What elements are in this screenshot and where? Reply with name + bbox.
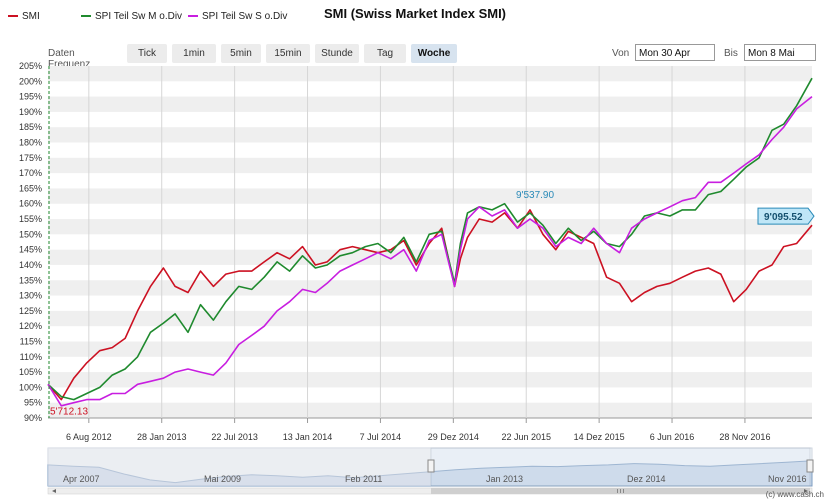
chart-title: SMI (Swiss Market Index SMI): [323, 6, 507, 21]
navigator-label: Nov 2016: [768, 474, 807, 484]
y-tick-label: 150%: [19, 229, 42, 239]
grid-band: [48, 372, 812, 388]
frequency-label: Daten Frequenz: [48, 48, 91, 70]
frequency-15min-button[interactable]: 15min: [266, 44, 310, 63]
grid-band: [48, 157, 812, 174]
navigator-label: Dez 2014: [627, 474, 666, 484]
y-tick-label: 200%: [19, 76, 42, 86]
series-line-2[interactable]: [47, 95, 813, 407]
series-line-1[interactable]: [47, 77, 813, 401]
legend-item-smi[interactable]: SMI: [8, 11, 40, 22]
grid-band: [48, 96, 812, 112]
legend-swatch-spi-s: [188, 15, 198, 18]
y-tick-label: 95%: [24, 398, 42, 408]
range-from-input[interactable]: Mon 30 Apr 2012: [635, 44, 715, 76]
x-tick-label: 7 Jul 2014: [360, 432, 402, 442]
y-tick-label: 195%: [19, 92, 42, 102]
frequency-5min-button[interactable]: 5min: [221, 44, 261, 63]
navigator-label: Apr 2007: [63, 474, 100, 484]
navigator-selection[interactable]: [430, 447, 811, 487]
frequency-tag-button[interactable]: Tag: [364, 44, 406, 63]
navigator-mask: [48, 448, 431, 486]
y-tick-label: 140%: [19, 260, 42, 270]
y-tick-label: 170%: [19, 168, 42, 178]
copyright-footer: (c) www.cash.ch: [765, 490, 824, 499]
frequency-woche-button[interactable]: Woche: [411, 44, 457, 63]
scrollbar-grip-icon: [617, 489, 624, 493]
x-tick-label: 6 Aug 2012: [66, 432, 112, 442]
scroll-left-icon[interactable]: [52, 489, 56, 493]
y-tick-label: 160%: [19, 199, 42, 209]
navigator-scrollbar-track[interactable]: [47, 487, 813, 495]
grid-band: [48, 66, 812, 82]
y-tick-label: 145%: [19, 245, 42, 255]
last-value-tooltip: 9'095.52: [757, 207, 815, 225]
y-tick-label: 185%: [19, 122, 42, 132]
legend-item-spi-s[interactable]: SPI Teil Sw S o.Div: [188, 11, 287, 22]
y-tick-label: 90%: [24, 413, 42, 423]
grid-band: [48, 249, 812, 265]
legend-label-spi-m: SPI Teil Sw M o.Div: [95, 11, 183, 22]
y-tick-label: 155%: [19, 214, 42, 224]
x-tick-label: 14 Dez 2015: [574, 432, 625, 442]
high-value-label: 9'537.90: [516, 190, 554, 201]
legend-swatch-smi: [8, 15, 18, 18]
x-tick-label: 28 Jan 2013: [137, 432, 187, 442]
grid-band: [48, 127, 812, 143]
range-from-label: Von: [612, 48, 630, 59]
grid-band: [48, 310, 812, 327]
series-line-0[interactable]: [47, 209, 813, 401]
x-tick-label: 22 Jul 2013: [211, 432, 258, 442]
y-tick-label: 180%: [19, 138, 42, 148]
frequency-stunde-button[interactable]: Stunde: [315, 44, 359, 63]
y-tick-label: 175%: [19, 153, 42, 163]
scroll-right-icon[interactable]: [804, 489, 808, 493]
y-tick-label: 115%: [20, 336, 42, 346]
legend-label-smi: SMI: [22, 11, 40, 22]
navigator-handle-right[interactable]: [806, 459, 814, 473]
frequency-tick-button[interactable]: Tick: [127, 44, 167, 63]
legend-item-spi-m[interactable]: SPI Teil Sw M o.Div: [81, 11, 182, 22]
x-tick-label: 6 Jun 2016: [650, 432, 695, 442]
y-tick-label: 100%: [19, 382, 42, 392]
grid-band: [48, 219, 812, 235]
y-tick-label: 110%: [20, 352, 42, 362]
navigator-label: Jan 2013: [486, 474, 523, 484]
frequency-1min-button[interactable]: 1min: [172, 44, 216, 63]
navigator[interactable]: Apr 2007 Mai 2009 Feb 2011 Jan 2013 Dez 2014…: [47, 447, 814, 495]
last-value-label: 9'095.52: [764, 212, 803, 223]
y-tick-label: 165%: [19, 183, 42, 193]
x-tick-label: 22 Jun 2015: [501, 432, 551, 442]
y-tick-label: 120%: [19, 321, 42, 331]
navigator-handle-left[interactable]: [427, 459, 435, 473]
x-tick-label: 28 Nov 2016: [719, 432, 770, 442]
navigator-label: Mai 2009: [204, 474, 241, 484]
y-tick-label: 130%: [19, 291, 42, 301]
y-tick-label: 135%: [19, 275, 42, 285]
grid-band: [48, 280, 812, 296]
legend-swatch-spi-m: [81, 15, 91, 18]
x-tick-label: 29 Dez 2014: [428, 432, 479, 442]
legend-label-spi-s: SPI Teil Sw S o.Div: [202, 11, 288, 22]
range-to-label: Bis: [724, 48, 738, 59]
start-value-label: 5'712.13: [50, 407, 88, 418]
navigator-label: Feb 2011: [345, 474, 382, 484]
grid-band: [48, 188, 812, 204]
y-tick-label: 205%: [19, 61, 42, 71]
y-tick-label: 190%: [19, 107, 42, 117]
grid-band: [48, 341, 812, 357]
y-tick-label: 125%: [19, 306, 42, 316]
grid-band: [48, 402, 812, 418]
x-tick-label: 13 Jan 2014: [283, 432, 333, 442]
y-tick-label: 105%: [19, 367, 42, 377]
